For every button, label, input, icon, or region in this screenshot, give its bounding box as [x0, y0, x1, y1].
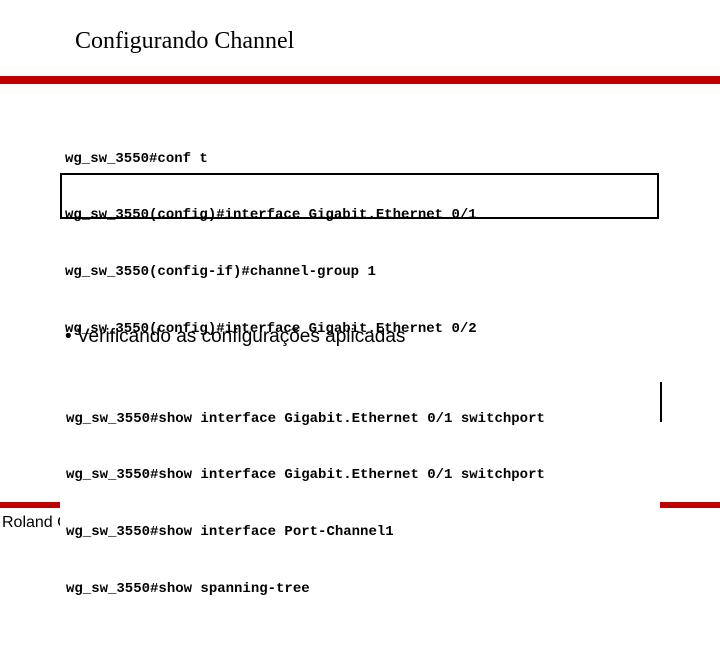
slide: Configurando Channel wg_sw_3550#conf t w…: [0, 0, 720, 540]
accent-bar-top: [0, 76, 720, 84]
code-line: wg_sw_3550#show interface Gigabit.Ethern…: [66, 410, 654, 429]
verify-code-block: wg_sw_3550#show interface Gigabit.Ethern…: [60, 368, 660, 640]
code-line: wg_sw_3550#conf t: [65, 150, 552, 169]
code-line: wg_sw_3550(config)#interface Gigabit.Eth…: [65, 206, 552, 225]
code-line: wg_sw_3550#show spanning-tree: [66, 580, 654, 599]
slide-title: Configurando Channel: [75, 28, 294, 55]
code-line: wg_sw_3550#show interface Gigabit.Ethern…: [66, 466, 654, 485]
verify-code-wrap: wg_sw_3550#show interface Gigabit.Ethern…: [60, 368, 660, 450]
code-line: wg_sw_3550#show interface Port-Channel1: [66, 523, 654, 542]
subheading: • Verificando as configurações aplicadas: [65, 326, 405, 348]
code-line: wg_sw_3550(config-if)#channel-group 1: [65, 263, 552, 282]
